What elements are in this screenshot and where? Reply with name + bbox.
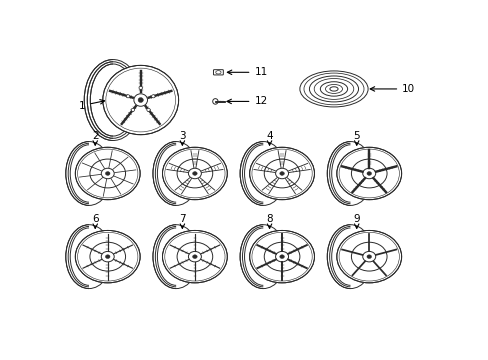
Text: 3: 3 bbox=[179, 131, 185, 141]
Ellipse shape bbox=[329, 143, 370, 204]
Ellipse shape bbox=[151, 95, 155, 98]
Ellipse shape bbox=[105, 172, 110, 175]
Ellipse shape bbox=[279, 255, 284, 258]
Ellipse shape bbox=[90, 242, 125, 271]
Ellipse shape bbox=[329, 226, 370, 287]
Ellipse shape bbox=[215, 71, 221, 74]
Text: 5: 5 bbox=[353, 131, 359, 141]
Ellipse shape bbox=[155, 143, 197, 204]
Ellipse shape bbox=[68, 143, 110, 204]
Bar bbox=[215, 100, 224, 102]
Text: 10: 10 bbox=[369, 84, 414, 94]
Ellipse shape bbox=[366, 255, 371, 258]
Text: 9: 9 bbox=[353, 214, 359, 224]
FancyBboxPatch shape bbox=[213, 70, 223, 75]
Ellipse shape bbox=[309, 76, 358, 102]
Ellipse shape bbox=[249, 230, 314, 283]
Ellipse shape bbox=[105, 255, 110, 258]
Ellipse shape bbox=[90, 159, 125, 188]
Ellipse shape bbox=[249, 147, 314, 200]
Ellipse shape bbox=[138, 98, 143, 103]
Ellipse shape bbox=[70, 228, 107, 285]
Ellipse shape bbox=[326, 225, 373, 289]
Ellipse shape bbox=[66, 225, 112, 289]
Ellipse shape bbox=[177, 242, 212, 271]
Ellipse shape bbox=[157, 145, 195, 202]
Text: 11: 11 bbox=[227, 67, 267, 77]
Ellipse shape bbox=[275, 168, 288, 179]
Ellipse shape bbox=[331, 228, 368, 285]
Ellipse shape bbox=[242, 143, 284, 204]
Text: 1: 1 bbox=[79, 100, 104, 111]
Ellipse shape bbox=[362, 251, 375, 262]
Ellipse shape bbox=[212, 99, 218, 104]
Ellipse shape bbox=[244, 145, 282, 202]
Text: 2: 2 bbox=[92, 131, 99, 141]
Ellipse shape bbox=[188, 251, 201, 262]
Ellipse shape bbox=[84, 59, 142, 140]
Ellipse shape bbox=[320, 82, 347, 96]
Ellipse shape bbox=[299, 71, 367, 107]
Ellipse shape bbox=[162, 230, 227, 283]
Ellipse shape bbox=[153, 141, 199, 206]
Ellipse shape bbox=[264, 242, 299, 271]
Ellipse shape bbox=[304, 73, 363, 105]
Ellipse shape bbox=[90, 64, 136, 136]
Ellipse shape bbox=[102, 66, 178, 135]
Ellipse shape bbox=[325, 85, 342, 94]
Ellipse shape bbox=[244, 228, 282, 285]
Ellipse shape bbox=[240, 225, 286, 289]
Ellipse shape bbox=[87, 62, 139, 138]
Ellipse shape bbox=[101, 168, 114, 179]
Ellipse shape bbox=[329, 87, 337, 91]
Ellipse shape bbox=[146, 108, 150, 111]
Ellipse shape bbox=[336, 230, 401, 283]
Ellipse shape bbox=[331, 145, 368, 202]
Text: 8: 8 bbox=[265, 214, 272, 224]
Ellipse shape bbox=[126, 95, 129, 98]
Ellipse shape bbox=[336, 147, 401, 200]
Ellipse shape bbox=[314, 78, 353, 99]
Ellipse shape bbox=[326, 141, 373, 206]
Ellipse shape bbox=[192, 172, 197, 175]
Ellipse shape bbox=[362, 168, 375, 179]
Ellipse shape bbox=[188, 168, 201, 179]
Text: 4: 4 bbox=[265, 131, 272, 141]
Ellipse shape bbox=[177, 159, 212, 188]
Ellipse shape bbox=[351, 159, 386, 188]
Text: 12: 12 bbox=[226, 96, 267, 107]
Text: 7: 7 bbox=[179, 214, 185, 224]
Ellipse shape bbox=[351, 242, 386, 271]
Ellipse shape bbox=[162, 147, 227, 200]
Ellipse shape bbox=[101, 251, 114, 262]
Ellipse shape bbox=[153, 225, 199, 289]
Ellipse shape bbox=[279, 172, 284, 175]
Ellipse shape bbox=[242, 226, 284, 287]
Ellipse shape bbox=[68, 226, 110, 287]
Ellipse shape bbox=[70, 145, 107, 202]
Ellipse shape bbox=[157, 228, 195, 285]
Ellipse shape bbox=[75, 147, 140, 200]
Ellipse shape bbox=[66, 141, 112, 206]
Ellipse shape bbox=[134, 94, 147, 106]
Ellipse shape bbox=[275, 251, 288, 262]
Ellipse shape bbox=[192, 255, 197, 258]
Text: 6: 6 bbox=[92, 214, 99, 224]
Ellipse shape bbox=[240, 141, 286, 206]
Ellipse shape bbox=[131, 108, 134, 111]
Ellipse shape bbox=[264, 159, 299, 188]
Ellipse shape bbox=[155, 226, 197, 287]
Ellipse shape bbox=[75, 230, 140, 283]
Ellipse shape bbox=[139, 86, 142, 89]
Ellipse shape bbox=[366, 172, 371, 175]
